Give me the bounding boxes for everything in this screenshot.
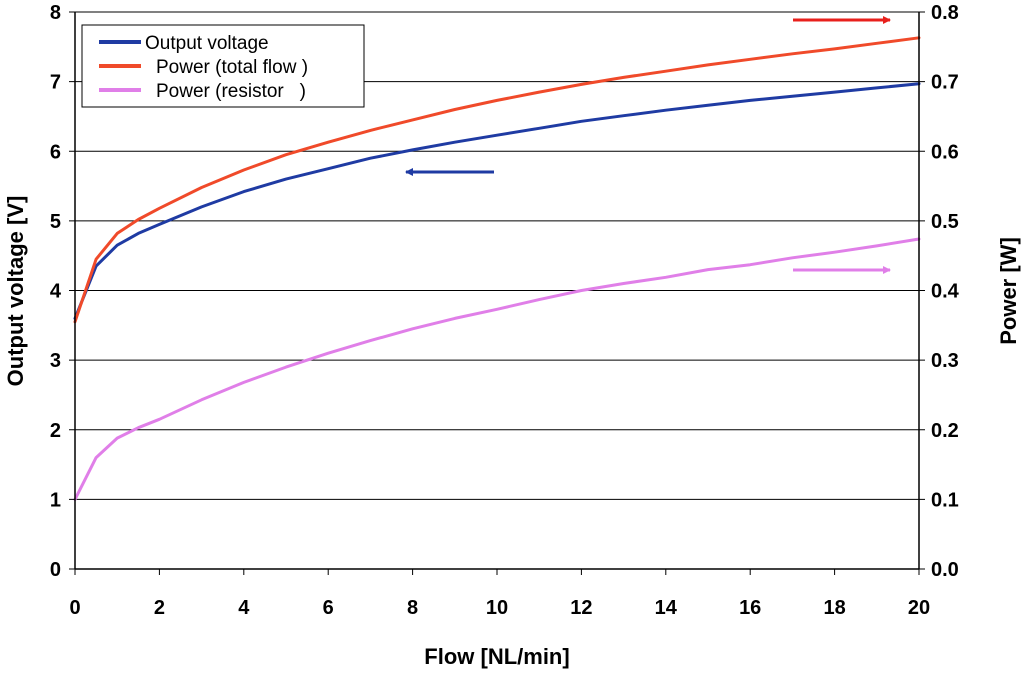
x-tick-label: 12 <box>570 597 592 619</box>
y-tick-label: 6 <box>50 141 61 163</box>
x-axis-title: Flow [NL/min] <box>424 644 569 669</box>
x-tick-label: 0 <box>69 597 80 619</box>
grid-lines <box>75 11 919 570</box>
series-output-voltage <box>73 82 921 320</box>
y-tick-label: 3 <box>50 350 61 372</box>
y-tick-label: 1 <box>50 489 61 511</box>
y2-tick-label: 0.7 <box>931 72 959 94</box>
series-power-resistor <box>73 237 921 501</box>
x-tick-label: 16 <box>739 597 761 619</box>
legend: Output voltage Power (total flow ) Power… <box>81 24 365 108</box>
y-tick-label: 7 <box>50 72 61 94</box>
y-tick-label: 2 <box>50 420 61 442</box>
legend-label-power-resistor: Power (resistor ) <box>156 81 306 102</box>
y-tick-label: 5 <box>50 211 61 233</box>
x-tick-label: 4 <box>238 597 250 619</box>
y2-tick-label: 0.4 <box>931 281 960 303</box>
x-tick-label: 18 <box>823 597 845 619</box>
series-power-total-flow <box>73 36 921 324</box>
y2-tick-label: 0.5 <box>931 211 959 233</box>
y-tick-label: 0 <box>50 559 61 581</box>
y-axis-title: Output voltage [V] <box>3 196 28 387</box>
x-tick-label: 14 <box>655 597 678 619</box>
series-lines <box>73 36 921 501</box>
y2-tick-label: 0.0 <box>931 559 959 581</box>
y2-tick-label: 0.6 <box>931 141 959 163</box>
x-tick-label: 6 <box>323 597 334 619</box>
y-tick-label: 4 <box>50 281 62 303</box>
y2-tick-label: 0.2 <box>931 420 959 442</box>
y2-tick-label: 0.3 <box>931 350 959 372</box>
x-tick-label: 10 <box>486 597 508 619</box>
x-tick-label: 2 <box>154 597 165 619</box>
legend-label-power-total-flow: Power (total flow ) <box>156 57 308 78</box>
y2-axis-title: Power [W] <box>996 237 1021 345</box>
y-tick-label: 8 <box>50 2 61 24</box>
x-tick-label: 8 <box>407 597 418 619</box>
axes <box>69 11 925 575</box>
legend-label-output-voltage: Output voltage <box>145 33 269 54</box>
y2-tick-label: 0.8 <box>931 2 959 24</box>
y2-tick-label: 0.1 <box>931 489 959 511</box>
x-tick-label: 20 <box>908 597 930 619</box>
